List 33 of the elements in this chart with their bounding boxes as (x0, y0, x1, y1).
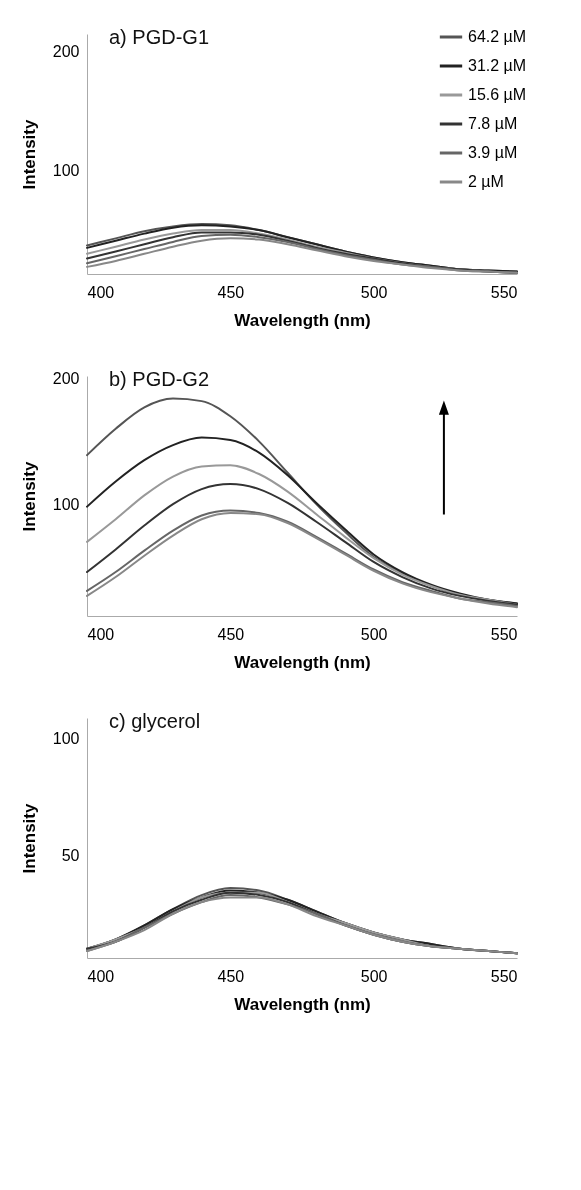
legend-label: 64.2 µM (468, 28, 527, 45)
y-tick-label: 100 (52, 162, 80, 180)
x-tick-label: 500 (360, 625, 388, 643)
x-tick-label: 500 (360, 967, 388, 985)
y-tick-label: 100 (52, 730, 80, 748)
x-tick-label: 400 (87, 283, 115, 301)
y-tick-label: 50 (61, 846, 80, 864)
chart-title: c) glycerol (109, 710, 201, 732)
x-tick-label: 550 (490, 625, 518, 643)
x-tick-label: 450 (217, 283, 245, 301)
x-axis-title: Wavelength (nm) (234, 652, 371, 672)
x-axis-title: Wavelength (nm) (234, 310, 371, 330)
x-tick-label: 450 (217, 967, 245, 985)
x-tick-label: 450 (217, 625, 245, 643)
x-tick-label: 500 (360, 283, 388, 301)
x-axis-title: Wavelength (nm) (234, 994, 371, 1014)
x-tick-label: 550 (490, 283, 518, 301)
x-tick-label: 550 (490, 967, 518, 985)
legend-label: 3.9 µM (468, 144, 518, 161)
legend-label: 31.2 µM (468, 57, 527, 74)
y-tick-label: 200 (52, 370, 80, 388)
legend-label: 2 µM (468, 173, 504, 190)
y-tick-label: 200 (52, 43, 80, 61)
legend-label: 15.6 µM (468, 86, 527, 103)
y-axis-title: Intensity (19, 461, 39, 532)
x-tick-label: 400 (87, 625, 115, 643)
chart-title: a) PGD-G1 (109, 26, 210, 48)
x-tick-label: 400 (87, 967, 115, 985)
chart-title: b) PGD-G2 (109, 368, 210, 390)
y-axis-title: Intensity (19, 119, 39, 190)
y-axis-title: Intensity (19, 803, 39, 874)
y-tick-label: 100 (52, 495, 80, 513)
legend-label: 7.8 µM (468, 115, 518, 132)
